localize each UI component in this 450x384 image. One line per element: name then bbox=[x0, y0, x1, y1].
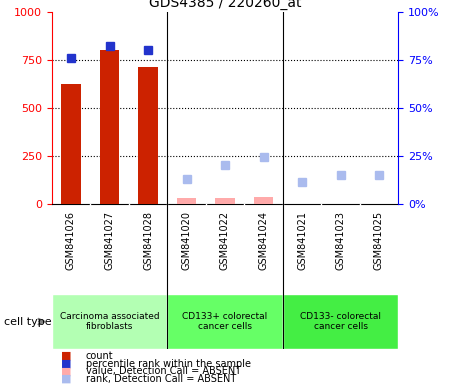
Text: GSM841024: GSM841024 bbox=[258, 211, 269, 270]
Bar bbox=[61, 84, 81, 204]
Text: GSM841026: GSM841026 bbox=[66, 211, 76, 270]
Text: count: count bbox=[86, 351, 113, 361]
Bar bbox=[254, 197, 273, 204]
Text: ■: ■ bbox=[61, 351, 71, 361]
Text: GSM841020: GSM841020 bbox=[181, 211, 192, 270]
Text: GSM841027: GSM841027 bbox=[104, 211, 114, 270]
Bar bbox=[139, 67, 158, 204]
Text: GSM841021: GSM841021 bbox=[297, 211, 307, 270]
Text: GSM841025: GSM841025 bbox=[374, 211, 384, 270]
Bar bbox=[283, 294, 398, 349]
Bar bbox=[100, 50, 119, 204]
Bar bbox=[216, 198, 234, 204]
Text: ■: ■ bbox=[61, 359, 71, 369]
Text: CD133+ colorectal
cancer cells: CD133+ colorectal cancer cells bbox=[182, 312, 268, 331]
Text: GSM841022: GSM841022 bbox=[220, 211, 230, 270]
Text: value, Detection Call = ABSENT: value, Detection Call = ABSENT bbox=[86, 366, 241, 376]
Text: GSM841023: GSM841023 bbox=[336, 211, 346, 270]
Bar bbox=[177, 198, 196, 204]
Text: Carcinoma associated
fibroblasts: Carcinoma associated fibroblasts bbox=[60, 312, 159, 331]
Text: CD133- colorectal
cancer cells: CD133- colorectal cancer cells bbox=[300, 312, 381, 331]
Text: GSM841028: GSM841028 bbox=[143, 211, 153, 270]
Bar bbox=[52, 294, 167, 349]
Text: percentile rank within the sample: percentile rank within the sample bbox=[86, 359, 251, 369]
Text: ■: ■ bbox=[61, 366, 71, 376]
Text: rank, Detection Call = ABSENT: rank, Detection Call = ABSENT bbox=[86, 374, 236, 384]
Title: GDS4385 / 220260_at: GDS4385 / 220260_at bbox=[149, 0, 301, 10]
Text: cell type: cell type bbox=[4, 316, 52, 327]
Text: ■: ■ bbox=[61, 374, 71, 384]
Bar bbox=[167, 294, 283, 349]
